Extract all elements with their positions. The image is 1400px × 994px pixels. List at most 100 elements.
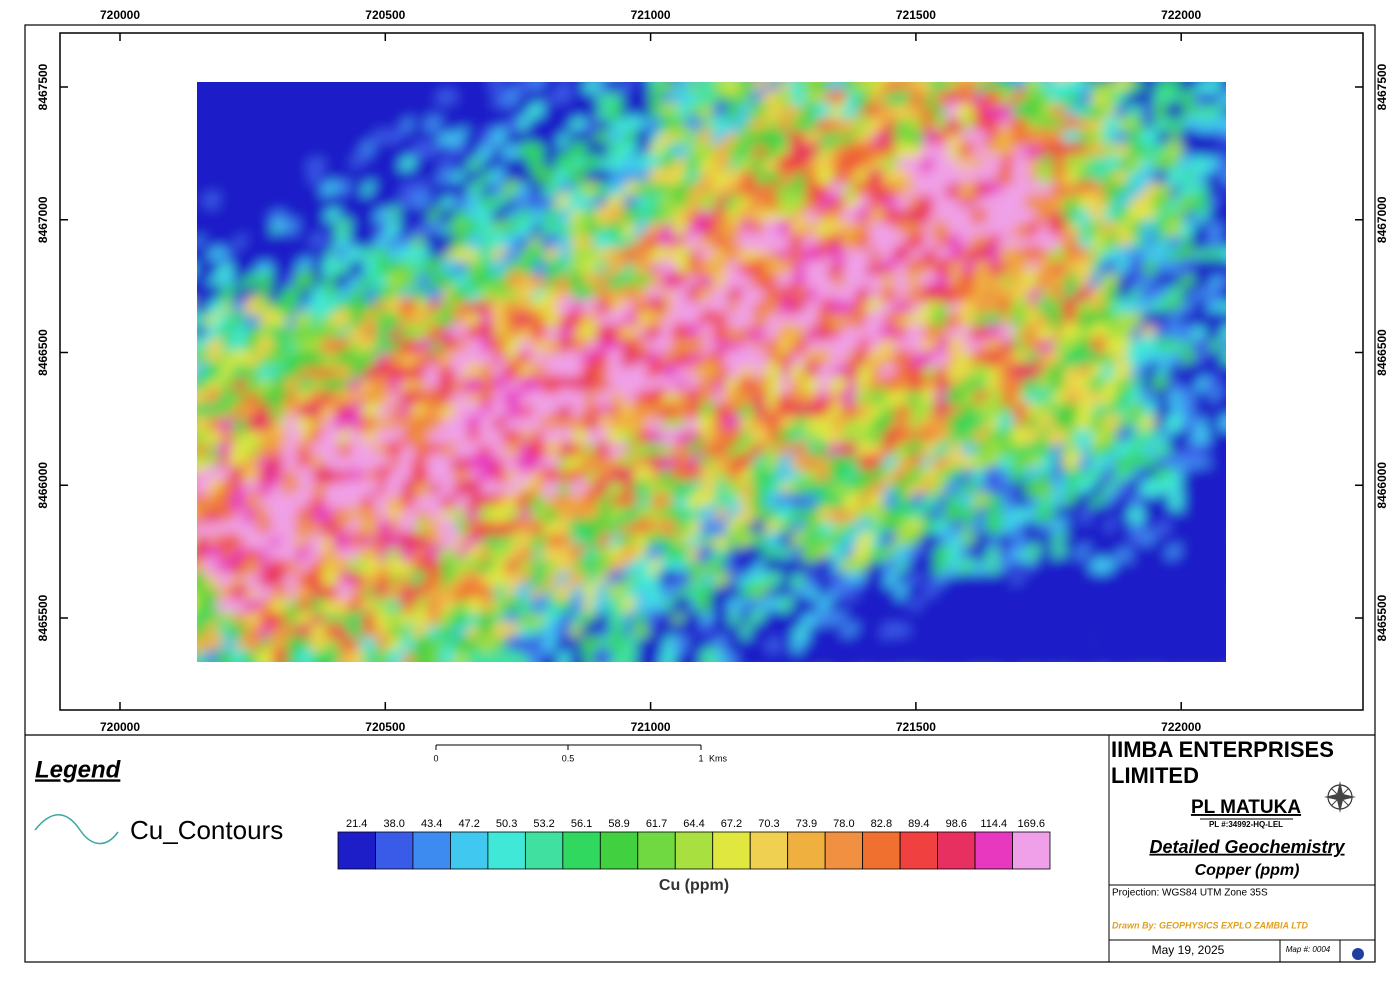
color-scale-label: 56.1 — [571, 818, 592, 830]
color-swatch — [450, 831, 489, 870]
raster-cell — [698, 518, 721, 541]
color-swatch — [899, 831, 938, 870]
raster-cell — [1208, 115, 1226, 138]
color-scale-label: 78.0 — [833, 818, 854, 830]
raster-cell — [229, 492, 252, 515]
y-tick-label: 8466500 — [1375, 329, 1389, 376]
licence-number: PL #:34992-HQ-LEL — [1209, 820, 1283, 829]
color-swatch — [637, 831, 676, 870]
color-scale-label: 98.6 — [946, 818, 967, 830]
y-tick-label: 8466500 — [36, 329, 50, 376]
raster-cell — [1035, 166, 1058, 189]
raster-cell — [1139, 127, 1162, 150]
y-tick-label: 8467000 — [36, 196, 50, 243]
raster-cell — [202, 361, 225, 384]
company-name: IIMBA ENTERPRISES LIMITED — [1111, 737, 1334, 788]
x-tick-label: 720500 — [365, 8, 405, 22]
raster-cell — [1218, 155, 1226, 177]
color-swatch — [749, 831, 789, 870]
raster-cell — [1220, 116, 1226, 135]
color-swatch — [937, 831, 976, 870]
raster-cell — [489, 504, 512, 527]
color-swatch — [1012, 831, 1051, 870]
y-tick-label: 8466000 — [1375, 462, 1389, 509]
legend-item: Cu_Contours — [130, 815, 283, 845]
color-scale-label: 73.9 — [796, 818, 817, 830]
raster-cell — [892, 348, 915, 371]
raster-cell — [670, 479, 693, 502]
color-swatch — [337, 831, 376, 870]
color-swatch — [599, 831, 639, 870]
map-title: Detailed Geochemistry — [1149, 837, 1345, 857]
raster-cell — [398, 297, 421, 320]
y-tick-label: 8465500 — [1375, 594, 1389, 641]
color-swatch — [974, 831, 1013, 870]
licence-name: PL MATUKA — [1191, 797, 1301, 818]
color-scale-label: 43.4 — [421, 818, 442, 830]
color-scale-label: 169.6 — [1017, 818, 1045, 830]
scale-label: 0 — [433, 753, 438, 763]
raster-cell — [462, 129, 485, 152]
color-swatch — [375, 831, 414, 870]
color-scale-label: 61.7 — [646, 818, 667, 830]
color-swatch — [524, 831, 564, 870]
x-tick-label: 720000 — [100, 720, 140, 734]
color-scale-label: 70.3 — [758, 818, 779, 830]
color-scale-label: 47.2 — [458, 818, 479, 830]
color-scale-label: 82.8 — [871, 818, 892, 830]
raster-cell — [242, 531, 265, 554]
color-scale-label: 21.4 — [346, 818, 367, 830]
color-swatch — [824, 831, 864, 870]
y-tick-label: 8467500 — [36, 63, 50, 110]
color-scale-label: 50.3 — [496, 818, 517, 830]
color-scale-label: 89.4 — [908, 818, 929, 830]
x-tick-label: 721000 — [631, 8, 671, 22]
logo — [1352, 948, 1364, 960]
color-swatch — [862, 831, 901, 870]
color-scale-label: 38.0 — [383, 818, 404, 830]
raster-cell — [1060, 348, 1083, 371]
raster-cell — [698, 192, 721, 215]
x-tick-label: 722000 — [1161, 720, 1201, 734]
color-swatch — [787, 831, 826, 870]
company-box: IIMBA ENTERPRISES LIMITED — [1111, 737, 1334, 788]
raster-cell — [827, 336, 850, 359]
color-scale-label: 58.9 — [608, 818, 629, 830]
x-tick-label: 721000 — [631, 720, 671, 734]
raster-cell — [332, 531, 355, 554]
raster-cell — [813, 101, 836, 124]
color-swatch — [412, 831, 451, 870]
color-swatch — [674, 831, 714, 870]
raster-cell — [216, 141, 239, 164]
raster-cell — [411, 207, 434, 230]
raster-blobs — [197, 82, 1226, 662]
scale-label: 0.5 — [562, 753, 575, 763]
color-scale-label: 67.2 — [721, 818, 742, 830]
color-scale-label: 64.4 — [683, 818, 704, 830]
scale-label: 1 — [698, 753, 703, 763]
color-swatch — [562, 831, 601, 870]
x-tick-label: 721500 — [896, 8, 936, 22]
x-tick-label: 720500 — [365, 720, 405, 734]
projection: Projection: WGS84 UTM Zone 35S — [1112, 888, 1268, 899]
color-swatch — [712, 831, 751, 870]
raster-cell — [475, 453, 498, 476]
drawn-by: Drawn By: GEOPHYSICS EXPLO ZAMBIA LTD — [1112, 920, 1309, 930]
map-subtitle: Copper (ppm) — [1195, 862, 1300, 879]
raster-cell — [306, 141, 329, 164]
scale-unit: Kms — [709, 753, 728, 763]
y-tick-label: 8467000 — [1375, 196, 1389, 243]
y-tick-label: 8465500 — [36, 594, 50, 641]
map-frame — [59, 32, 1364, 711]
raster-cell — [1190, 232, 1213, 255]
legend-title: Legend — [35, 756, 122, 783]
color-swatch — [487, 831, 526, 870]
raster-cell — [1221, 220, 1226, 238]
raster-cell — [463, 376, 486, 399]
raster-cell — [1138, 335, 1161, 358]
x-tick-label: 720000 — [100, 8, 140, 22]
raster-cell — [737, 231, 760, 254]
raster-cell — [1221, 350, 1226, 370]
